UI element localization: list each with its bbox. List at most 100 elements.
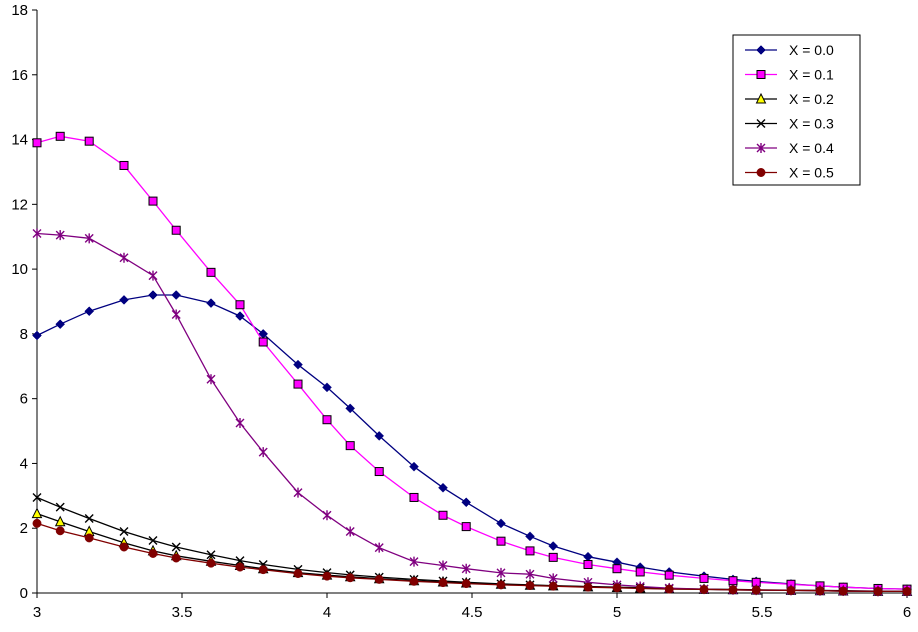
data-point <box>171 542 181 552</box>
legend-item: X = 0.5 <box>745 165 834 181</box>
data-point <box>258 337 268 347</box>
data-point <box>583 559 593 569</box>
legend-box <box>732 34 861 186</box>
legend-marker <box>756 119 766 128</box>
data-point <box>838 586 848 596</box>
data-point <box>548 541 559 551</box>
data-point <box>32 518 42 528</box>
data-point <box>235 311 245 321</box>
legend-item: X = 0.2 <box>745 91 834 107</box>
data-point <box>32 228 42 239</box>
y-tick-label: 6 <box>20 391 28 408</box>
data-point <box>258 565 268 575</box>
data-point <box>55 230 65 241</box>
data-point <box>322 415 332 425</box>
y-tick-label: 18 <box>11 2 28 19</box>
data-point <box>873 586 883 596</box>
data-point <box>84 514 94 524</box>
data-point <box>55 502 65 512</box>
data-point <box>55 526 65 536</box>
legend-label: X = 0.4 <box>789 140 834 156</box>
data-point <box>32 492 42 502</box>
data-point <box>525 546 535 556</box>
y-tick-label: 8 <box>20 326 28 343</box>
data-point <box>55 319 66 330</box>
data-point <box>461 522 471 532</box>
data-point <box>374 431 385 441</box>
data-point <box>548 581 558 591</box>
data-point <box>171 553 181 563</box>
data-point <box>699 573 709 583</box>
data-point <box>31 507 43 519</box>
data-point <box>119 160 129 170</box>
legend-marker <box>755 92 767 104</box>
data-point <box>206 374 216 385</box>
data-point <box>235 556 245 566</box>
data-point <box>583 582 593 592</box>
data-point <box>206 558 216 568</box>
data-point <box>293 569 303 579</box>
data-point <box>84 306 95 317</box>
legend-item: X = 0.1 <box>745 67 834 83</box>
data-point <box>409 492 419 502</box>
y-tick-label: 14 <box>11 132 28 149</box>
x-tick-label: 5.5 <box>752 604 773 621</box>
legend-marker <box>756 70 766 79</box>
series-group <box>31 131 913 597</box>
data-point <box>461 563 471 574</box>
data-point <box>438 560 448 571</box>
data-point <box>84 233 94 244</box>
y-tick-label: 16 <box>11 67 28 84</box>
data-point <box>258 447 268 458</box>
data-point <box>496 580 506 590</box>
data-point <box>728 576 738 586</box>
x-tick-label: 4.5 <box>462 604 483 621</box>
data-point <box>612 564 622 574</box>
data-point <box>119 295 129 305</box>
series-5 <box>32 518 912 596</box>
data-point <box>293 379 303 389</box>
data-point <box>751 585 761 595</box>
legend-label: X = 0.3 <box>789 116 834 132</box>
data-point <box>496 518 506 529</box>
axes: 0 2 4 6 8 10 12 14 16 18 3 3.5 4 4.5 5 5.5 6 <box>11 2 911 621</box>
legend-item: X = 0.0 <box>745 42 834 58</box>
data-point <box>148 290 158 300</box>
data-point <box>409 576 419 586</box>
data-point <box>293 359 303 370</box>
data-point <box>635 567 645 577</box>
x-tick-label: 3 <box>33 604 41 621</box>
data-point <box>84 533 94 543</box>
legend-label: X = 0.5 <box>789 165 834 181</box>
data-point <box>496 536 506 546</box>
data-point <box>54 515 66 527</box>
data-point <box>148 549 158 558</box>
x-tick-label: 5 <box>613 604 621 621</box>
data-point <box>322 510 332 521</box>
data-point <box>786 585 796 595</box>
data-point <box>612 583 622 593</box>
data-point <box>171 225 181 235</box>
data-point <box>148 270 158 281</box>
data-point <box>55 131 65 141</box>
legend: X = 0.0 X = 0.1 X = 0.2 X = 0.3 X = 0.4 X = 0… <box>732 34 861 186</box>
data-point <box>148 536 158 546</box>
legend-label: X = 0.1 <box>789 67 834 83</box>
data-point <box>322 382 332 393</box>
y-tick-label: 0 <box>20 585 28 602</box>
legend-marker <box>756 168 766 177</box>
data-point <box>345 526 355 537</box>
y-tick-label: 12 <box>11 196 28 213</box>
y-tick-label: 10 <box>11 261 28 278</box>
legend-label: X = 0.2 <box>789 91 834 107</box>
data-point <box>148 196 158 206</box>
data-point <box>374 542 384 553</box>
data-point <box>374 574 384 584</box>
data-point <box>345 403 356 414</box>
data-point <box>525 569 535 580</box>
legend-item: X = 0.4 <box>745 140 834 156</box>
data-point <box>32 138 42 148</box>
data-point <box>461 497 472 508</box>
